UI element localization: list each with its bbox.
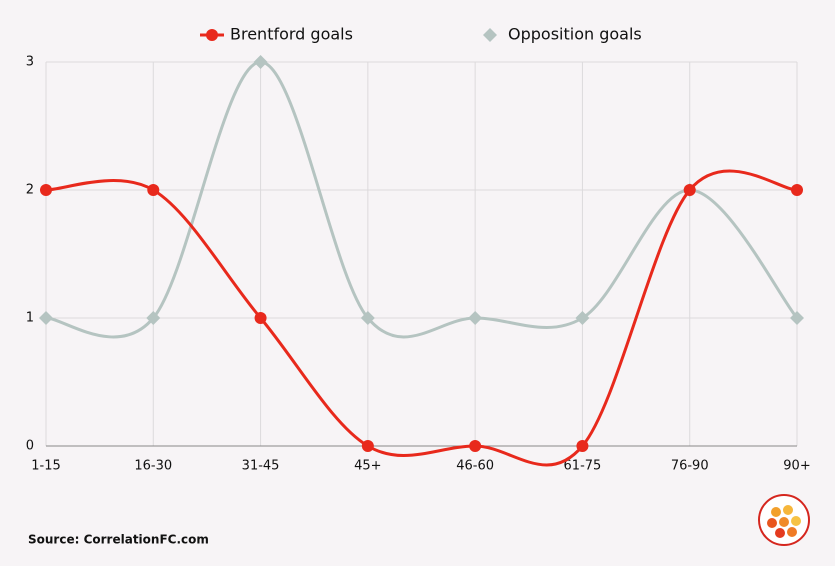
point: [253, 55, 268, 69]
logo: [758, 494, 810, 546]
x-tick-label: 1-15: [31, 459, 61, 474]
x-tick-label: 31-45: [242, 459, 280, 474]
point: [469, 440, 482, 452]
point: [468, 311, 483, 325]
point: [360, 311, 375, 325]
y-tick-label: 3: [26, 55, 34, 70]
point: [254, 312, 267, 324]
x-tick-label: 16-30: [134, 459, 172, 474]
x-tick-label: 46-60: [456, 459, 494, 474]
x-tick-label: 90+: [783, 459, 810, 474]
legend-label: Brentford goals: [230, 25, 353, 44]
point: [361, 440, 374, 452]
legend-label: Opposition goals: [508, 25, 642, 44]
point: [575, 311, 590, 325]
x-tick-label: 76-90: [671, 459, 709, 474]
x-tick-label: 45+: [354, 459, 381, 474]
y-tick-label: 0: [26, 439, 34, 454]
legend-marker: [483, 28, 497, 42]
point: [576, 440, 589, 452]
line: [45, 60, 799, 339]
y-tick-label: 2: [26, 183, 34, 198]
point: [39, 311, 53, 325]
line: [45, 169, 798, 467]
source: Source: CorrelationFC.com: [28, 533, 209, 547]
y-tick-label: 1: [26, 311, 34, 326]
point: [146, 311, 161, 325]
point: [40, 184, 52, 196]
legend-marker: [206, 29, 218, 41]
point: [683, 184, 696, 196]
point: [791, 184, 803, 196]
point: [790, 311, 804, 325]
x-tick-label: 61-75: [564, 459, 602, 474]
point: [147, 184, 160, 196]
